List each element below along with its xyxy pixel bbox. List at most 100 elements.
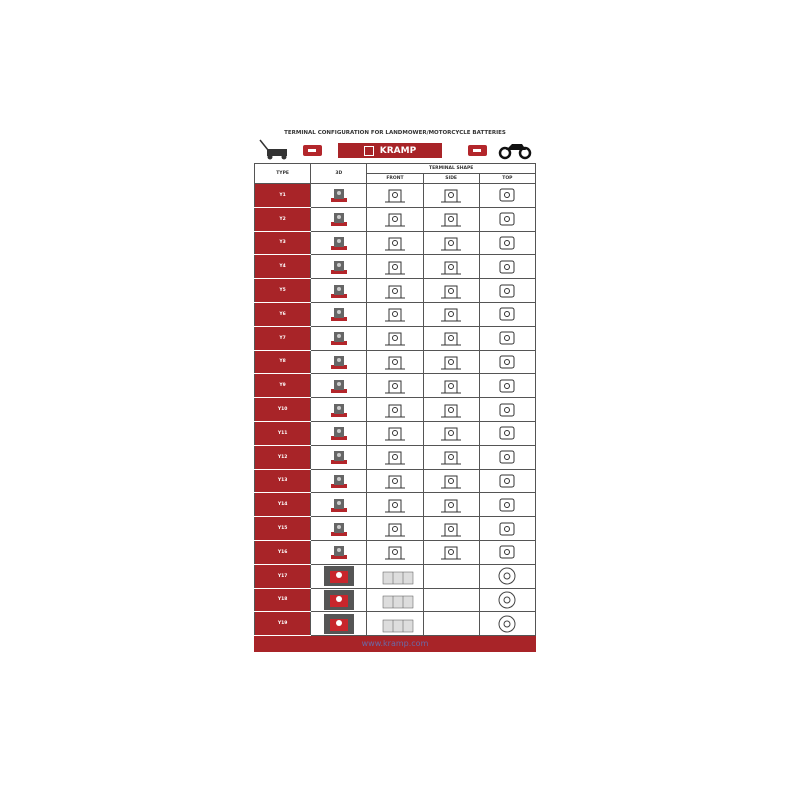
terminal-top-drawing xyxy=(499,212,515,226)
terminal-front-drawing xyxy=(384,356,405,370)
front-cell xyxy=(366,420,424,446)
type-cell: Y3 xyxy=(253,230,312,256)
table-row: Y13 xyxy=(253,468,537,494)
terminal-side-drawing xyxy=(441,475,462,489)
3d-header: 3D xyxy=(310,163,368,184)
3d-cell xyxy=(310,516,368,541)
terminal-front-drawing xyxy=(384,404,405,418)
top-cell xyxy=(478,611,537,637)
table-row: Y19 xyxy=(253,611,537,637)
type-cell: Y19 xyxy=(253,611,312,637)
terminal-top-drawing xyxy=(499,331,515,345)
terminal-side-drawing xyxy=(441,404,462,418)
terminal-front-drawing xyxy=(382,595,414,609)
terminal-3d-image xyxy=(330,260,347,274)
terminal-3d-image xyxy=(330,522,347,536)
motorcycle-icon xyxy=(498,144,532,160)
top-cell xyxy=(478,349,537,375)
side-cell xyxy=(422,301,480,327)
side-cell xyxy=(422,492,480,518)
side-cell xyxy=(422,373,480,399)
side-cell xyxy=(422,206,480,232)
3d-cell xyxy=(310,230,368,256)
terminal-3d-image xyxy=(330,308,347,322)
3d-cell xyxy=(310,325,368,351)
terminal-3d-image xyxy=(330,379,347,393)
front-cell xyxy=(366,349,424,375)
front-cell xyxy=(366,516,424,541)
type-cell: Y6 xyxy=(253,301,312,327)
table-row: Y5 xyxy=(253,278,537,303)
side-cell xyxy=(422,444,480,470)
terminal-side-drawing xyxy=(441,213,462,227)
type-cell: Y9 xyxy=(253,373,312,399)
terminal-top-drawing xyxy=(498,615,516,633)
type-cell: Y11 xyxy=(253,420,312,446)
terminal-top-drawing xyxy=(499,450,515,464)
3d-cell xyxy=(310,397,368,422)
top-cell xyxy=(478,397,537,422)
terminal-front-drawing xyxy=(384,499,405,513)
type-cell: Y8 xyxy=(253,349,312,375)
top-cell xyxy=(478,325,537,351)
type-cell: Y1 xyxy=(253,183,312,208)
3d-cell xyxy=(310,301,368,327)
table-row: Y6 xyxy=(253,301,537,327)
terminal-side-drawing xyxy=(441,356,462,370)
terminal-top-drawing xyxy=(499,260,515,274)
type-cell: Y14 xyxy=(253,492,312,518)
terminal-3d-image xyxy=(323,613,354,634)
terminal-front-drawing xyxy=(384,332,405,346)
terminal-front-drawing xyxy=(384,546,405,560)
terminal-3d-image xyxy=(330,236,347,250)
3d-cell xyxy=(310,492,368,518)
top-cell xyxy=(478,254,537,280)
terminal-table: TYPE 3D TERMINAL SHAPE FRONT SIDE TOP Y1 Y2 Y3… xyxy=(253,163,537,637)
3d-cell xyxy=(310,587,368,613)
terminal-front-drawing xyxy=(382,619,414,632)
terminal-top-drawing xyxy=(499,474,515,488)
top-cell xyxy=(478,278,537,303)
front-cell xyxy=(366,563,424,589)
front-cell xyxy=(366,301,424,327)
top-cell xyxy=(478,468,537,494)
type-cell: Y4 xyxy=(253,254,312,280)
front-cell xyxy=(366,587,424,613)
side-cell xyxy=(422,230,480,256)
terminal-3d-image xyxy=(323,589,354,610)
front-cell xyxy=(366,492,424,518)
terminal-top-drawing xyxy=(499,284,515,298)
3d-cell xyxy=(310,254,368,280)
terminal-side-drawing xyxy=(441,499,462,513)
terminal-3d-image xyxy=(330,213,347,227)
terminal-side-drawing xyxy=(441,189,462,203)
terminal-top-drawing xyxy=(498,591,516,609)
terminal-top-drawing xyxy=(499,522,515,536)
terminal-3d-image xyxy=(330,546,347,560)
table-row: Y2 xyxy=(253,206,537,232)
terminal-side-drawing xyxy=(441,546,462,560)
table-row: Y16 xyxy=(253,539,537,565)
top-header: TOP xyxy=(478,173,537,184)
3d-cell xyxy=(310,563,368,589)
side-cell xyxy=(422,349,480,375)
3d-cell xyxy=(310,373,368,399)
terminal-side-drawing xyxy=(441,332,462,346)
terminal-top-drawing xyxy=(499,403,515,417)
terminal-3d-image xyxy=(330,427,347,441)
terminal-top-drawing xyxy=(499,236,515,250)
side-cell xyxy=(422,397,480,422)
side-cell xyxy=(422,468,480,494)
terminal-front-drawing xyxy=(384,189,405,203)
front-header: FRONT xyxy=(366,173,424,184)
top-cell xyxy=(478,230,537,256)
footer-link[interactable]: www.kramp.com xyxy=(254,636,536,652)
3d-cell xyxy=(310,206,368,232)
side-cell xyxy=(422,563,480,589)
side-cell xyxy=(422,516,480,541)
side-cell xyxy=(422,420,480,446)
table-row: Y15 xyxy=(253,516,537,541)
front-cell xyxy=(366,373,424,399)
battery-icon xyxy=(468,145,487,156)
3d-cell xyxy=(310,468,368,494)
